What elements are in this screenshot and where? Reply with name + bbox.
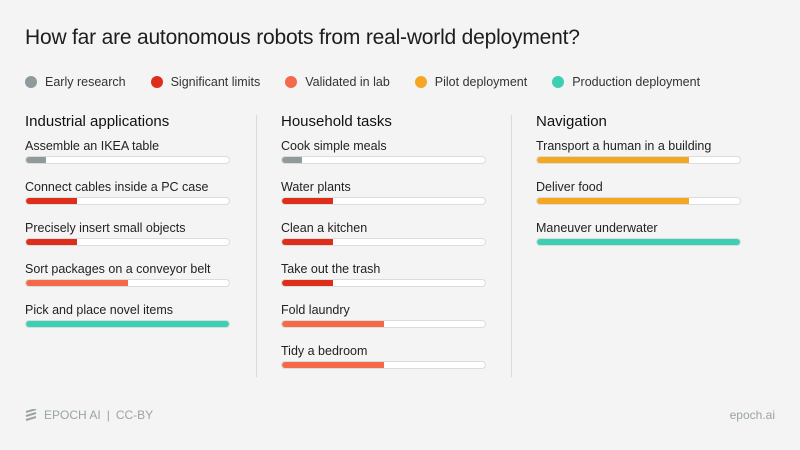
legend-item: Significant limits <box>150 75 261 89</box>
legend-dot-icon <box>552 76 565 88</box>
legend-item: Production deployment <box>552 75 700 89</box>
progress-bar <box>537 239 740 245</box>
progress-track <box>536 156 741 164</box>
task-item: Water plants <box>281 179 486 220</box>
progress-bar <box>26 321 229 327</box>
progress-track <box>25 197 230 205</box>
progress-bar <box>537 198 690 204</box>
task-item: Clean a kitchen <box>281 220 486 261</box>
task-label: Assemble an IKEA table <box>25 139 160 153</box>
progress-track <box>281 238 486 246</box>
progress-bar <box>282 362 384 368</box>
task-item: Fold laundry <box>281 302 486 343</box>
group-heading: Navigation <box>536 113 607 130</box>
progress-track <box>25 156 230 164</box>
site-link[interactable]: epoch.ai <box>729 408 775 422</box>
footer-brand: EPOCH AI | CC-BY <box>25 408 153 422</box>
progress-track <box>281 361 486 369</box>
task-item: Precisely insert small objects <box>25 220 230 261</box>
group-column: Navigation Transport a human in a buildi… <box>536 113 741 261</box>
task-item: Transport a human in a building <box>536 138 741 179</box>
task-label: Water plants <box>281 180 351 194</box>
group-column: Industrial applications Assemble an IKEA… <box>25 113 230 343</box>
task-label: Cook simple meals <box>281 139 387 153</box>
progress-bar <box>26 239 77 245</box>
progress-track <box>25 279 230 287</box>
task-label: Take out the trash <box>281 262 381 276</box>
task-label: Fold laundry <box>281 303 350 317</box>
task-item: Deliver food <box>536 179 741 220</box>
group-heading: Industrial applications <box>25 113 170 130</box>
progress-track <box>281 279 486 287</box>
progress-bar <box>282 280 333 286</box>
task-label: Tidy a bedroom <box>281 344 368 358</box>
legend-item: Validated in lab <box>285 75 390 89</box>
epoch-logo-icon <box>25 408 37 421</box>
progress-bar <box>282 239 333 245</box>
progress-track <box>25 320 230 328</box>
task-item: Tidy a bedroom <box>281 343 486 384</box>
legend-label: Production deployment <box>572 75 701 89</box>
task-label: Precisely insert small objects <box>25 221 186 235</box>
legend-label: Validated in lab <box>305 75 390 89</box>
task-item: Connect cables inside a PC case <box>25 179 230 220</box>
group-heading: Household tasks <box>281 113 392 130</box>
task-item: Sort packages on a conveyor belt <box>25 261 230 302</box>
task-label: Maneuver underwater <box>536 221 658 235</box>
progress-track <box>281 320 486 328</box>
progress-track <box>536 197 741 205</box>
progress-track <box>536 238 741 246</box>
legend-label: Early research <box>45 75 126 89</box>
legend-label: Significant limits <box>170 75 261 89</box>
legend-dot-icon <box>25 76 37 88</box>
task-item: Cook simple meals <box>281 138 486 179</box>
progress-track <box>281 197 486 205</box>
progress-bar <box>26 280 128 286</box>
separator: | <box>106 408 110 422</box>
column-divider <box>256 115 257 377</box>
task-item: Maneuver underwater <box>536 220 741 261</box>
task-label: Deliver food <box>536 180 603 194</box>
progress-bar <box>282 321 384 327</box>
legend: Early research Significant limits Validate… <box>25 75 725 89</box>
legend-item: Pilot deployment <box>414 75 528 89</box>
progress-bar <box>282 157 303 163</box>
task-label: Clean a kitchen <box>281 221 368 235</box>
legend-dot-icon <box>285 76 298 88</box>
progress-track <box>281 156 486 164</box>
progress-bar <box>537 157 690 163</box>
brand-name: EPOCH AI <box>44 408 101 422</box>
legend-dot-icon <box>414 76 427 88</box>
chart-title: How far are autonomous robots from real-… <box>25 26 580 49</box>
group-column: Household tasks Cook simple meals Water … <box>281 113 486 384</box>
task-label: Connect cables inside a PC case <box>25 180 209 194</box>
license: CC-BY <box>115 408 154 422</box>
task-item: Take out the trash <box>281 261 486 302</box>
progress-bar <box>282 198 333 204</box>
task-label: Transport a human in a building <box>536 139 712 153</box>
task-label: Pick and place novel items <box>25 303 173 317</box>
column-divider <box>511 115 512 377</box>
progress-bar <box>26 198 77 204</box>
progress-track <box>25 238 230 246</box>
task-label: Sort packages on a conveyor belt <box>25 262 211 276</box>
task-item: Assemble an IKEA table <box>25 138 230 179</box>
legend-item: Early research <box>25 75 126 89</box>
task-item: Pick and place novel items <box>25 302 230 343</box>
legend-dot-icon <box>150 76 163 88</box>
legend-label: Pilot deployment <box>434 75 528 89</box>
progress-bar <box>26 157 47 163</box>
